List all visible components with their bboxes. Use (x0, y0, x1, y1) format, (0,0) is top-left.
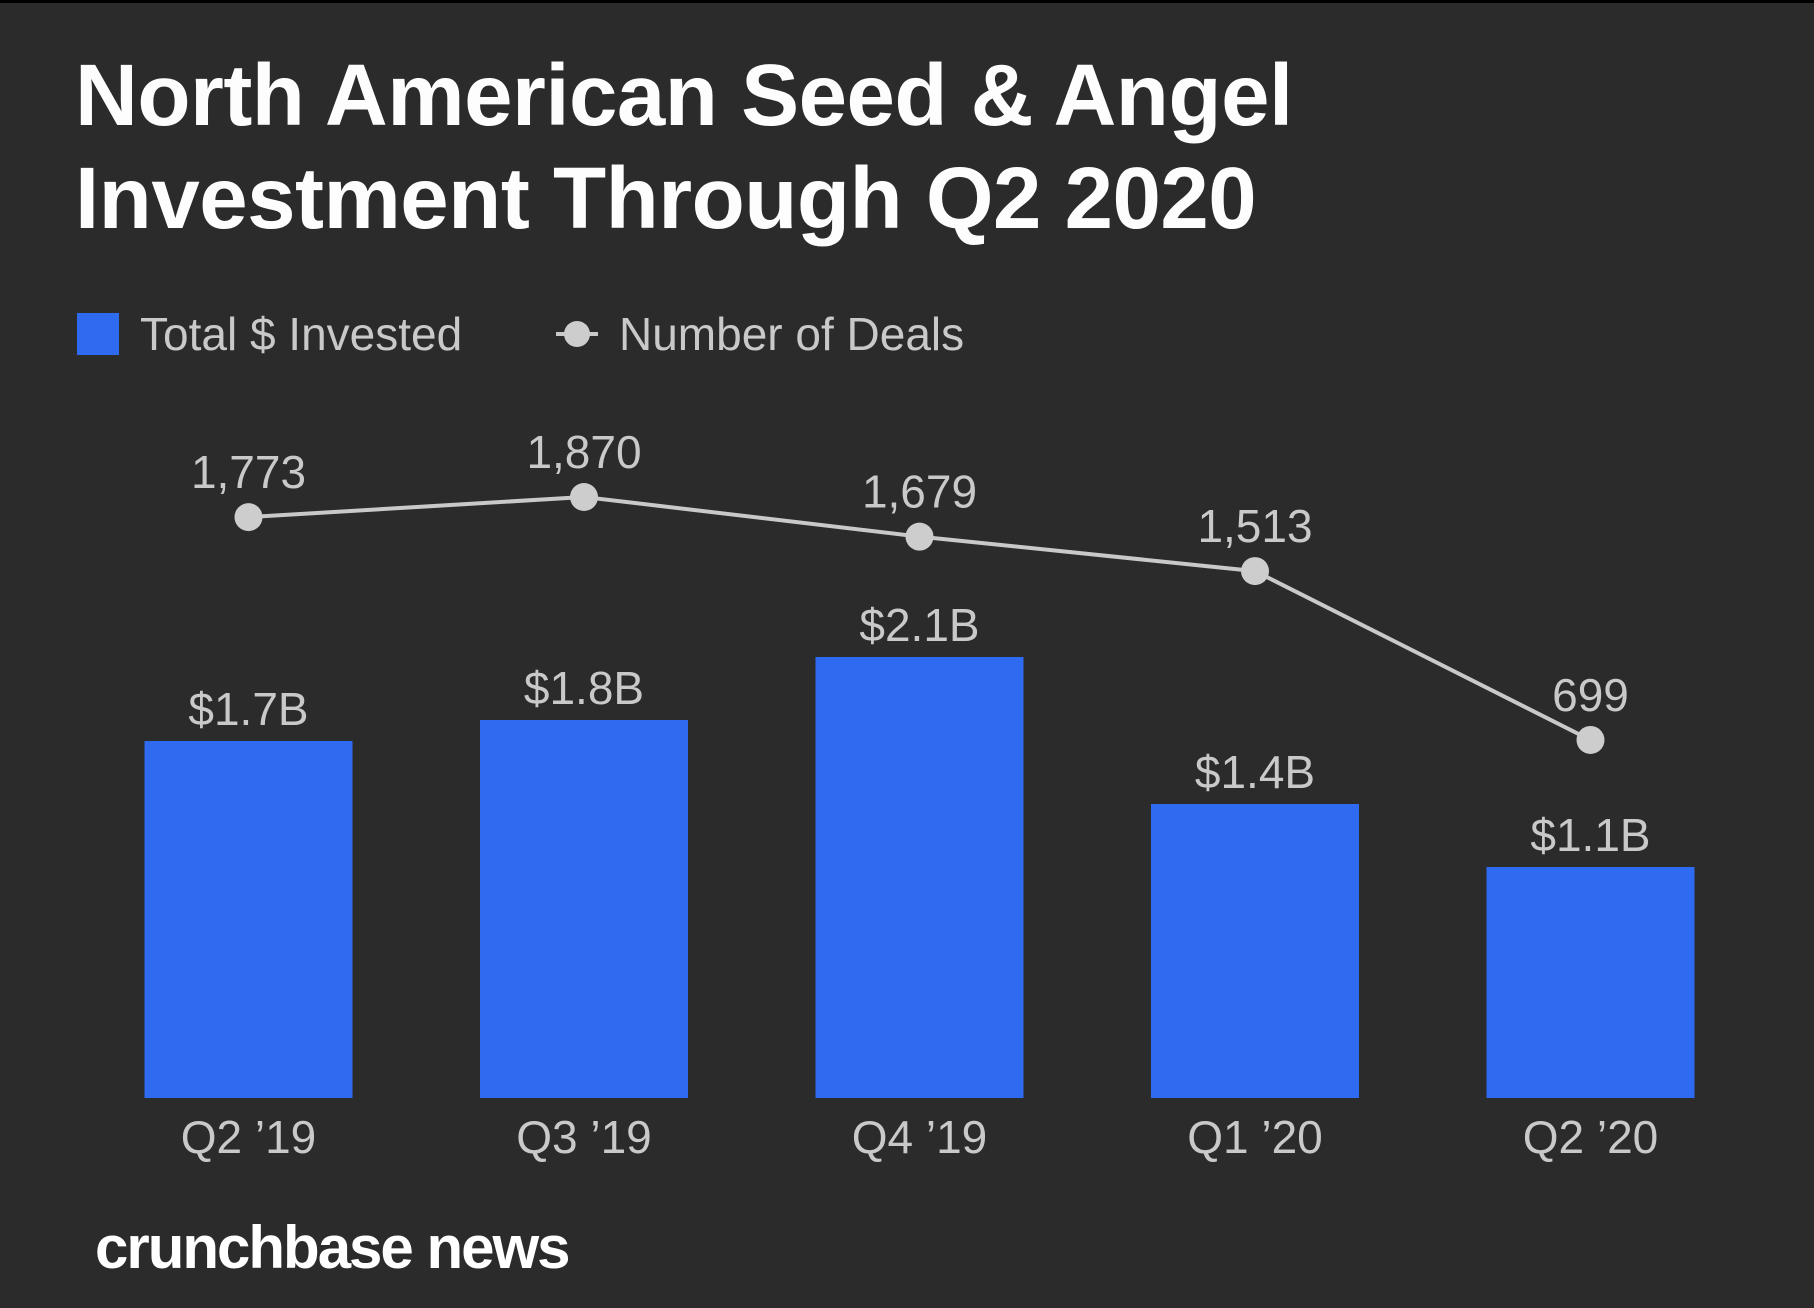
bar-value-label-2: $2.1B (859, 599, 979, 651)
bar-value-label-0: $1.7B (188, 683, 308, 735)
deals-point-1 (570, 483, 598, 511)
page-title: North American Seed & Angel Investment T… (75, 44, 1293, 250)
deals-point-0 (234, 503, 263, 532)
bar-value-label-3: $1.4B (1195, 746, 1315, 798)
invested-bar-swatch-icon (77, 313, 119, 355)
invested-bar-2 (815, 657, 1024, 1098)
deals-value-label-0: 1,773 (191, 446, 306, 498)
crunchbase-news-logo: crunchbase news (95, 1214, 571, 1281)
deals-value-label-1: 1,870 (526, 426, 641, 478)
invested-bar-0 (144, 741, 353, 1098)
deals-point-2 (905, 522, 934, 551)
x-axis-label-0: Q2 ’19 (181, 1111, 317, 1163)
x-axis-label-2: Q4 ’19 (852, 1111, 988, 1163)
bar-value-label-1: $1.8B (524, 662, 644, 714)
x-axis-label-1: Q3 ’19 (516, 1111, 652, 1163)
deals-value-label-2: 1,679 (862, 466, 977, 518)
bar-value-label-4: $1.1B (1530, 809, 1650, 861)
x-axis-label-3: Q1 ’20 (1187, 1111, 1323, 1163)
top-edge-strip (0, 0, 1814, 3)
legend-item-total-invested: Total $ Invested (77, 308, 462, 360)
deals-value-label-4: 699 (1552, 669, 1629, 721)
deals-value-label-3: 1,513 (1197, 500, 1312, 552)
page-title-line-1: North American Seed & Angel (75, 47, 1293, 144)
deals-point-3 (1241, 557, 1269, 586)
invested-bar-4 (1486, 867, 1695, 1098)
invested-bar-1 (480, 720, 688, 1098)
invested-bar-3 (1151, 804, 1359, 1098)
legend-label-invested: Total $ Invested (140, 308, 463, 360)
page-title-line-2: Investment Through Q2 2020 (75, 150, 1257, 247)
legend-item-number-of-deals: Number of Deals (556, 308, 964, 360)
legend-label-deals: Number of Deals (619, 308, 965, 360)
deals-point-4 (1576, 725, 1605, 754)
x-axis-label-4: Q2 ’20 (1523, 1111, 1659, 1163)
deals-line-marker-icon (556, 313, 598, 355)
